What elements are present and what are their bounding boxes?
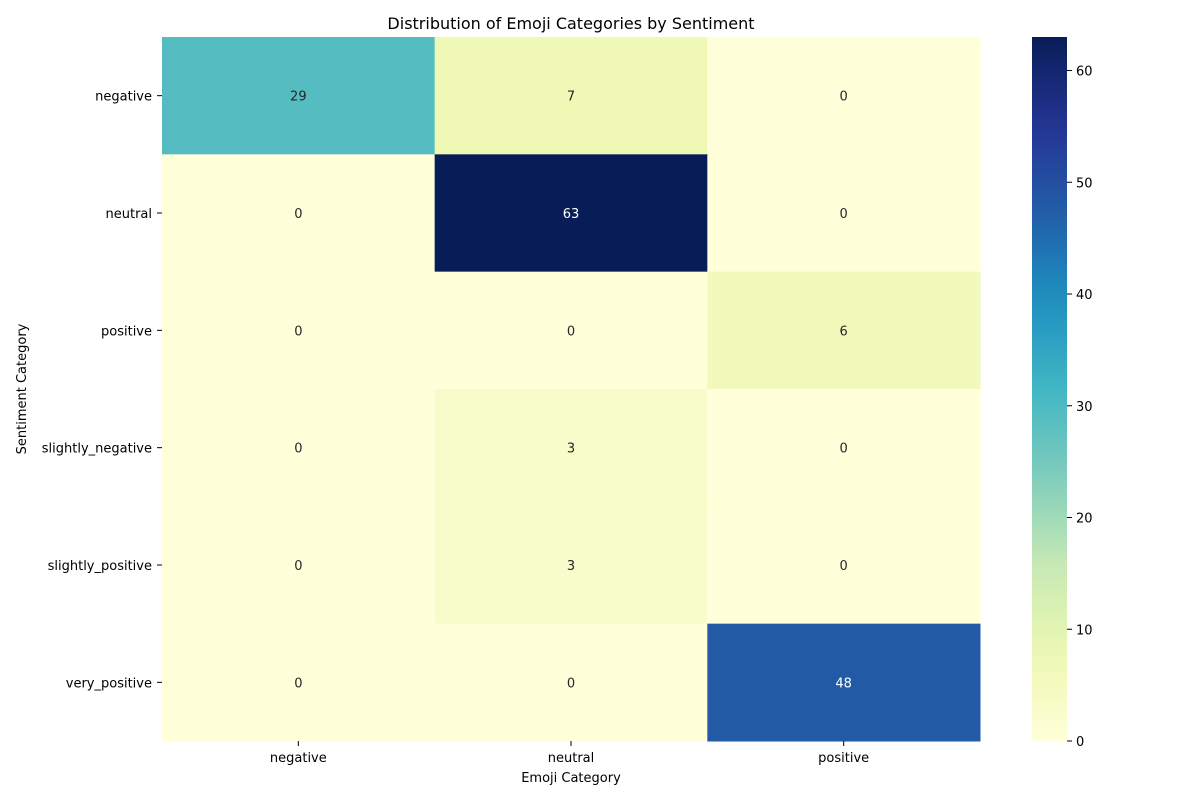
cell-value-label: 6 xyxy=(840,324,848,339)
cell-annotations: 29 7 0 0 63 0 0 0 6 0 3 0 0 3 0 0 0 48 xyxy=(290,90,852,692)
cell-value-label: 48 xyxy=(835,676,852,691)
x-axis-ticks: negative neutral positive xyxy=(270,741,869,766)
heatmap-cell xyxy=(434,389,708,507)
heatmap-cell xyxy=(162,37,436,155)
colorbar-tick-label: 50 xyxy=(1076,176,1093,191)
heatmap-cell xyxy=(707,271,981,390)
cell-value-label: 0 xyxy=(840,442,848,457)
cell-value-label: 0 xyxy=(840,559,848,574)
cell-value-label: 0 xyxy=(294,207,302,222)
heatmap-cell xyxy=(707,389,981,507)
y-tick-label: positive xyxy=(101,324,152,339)
cell-value-label: 0 xyxy=(567,324,575,339)
cell-value-label: 0 xyxy=(294,442,302,457)
colorbar-tick-label: 40 xyxy=(1076,288,1093,303)
cell-value-label: 0 xyxy=(294,559,302,574)
colorbar xyxy=(1032,37,1067,741)
x-tick-label: negative xyxy=(270,751,327,766)
colorbar-tick-label: 60 xyxy=(1076,65,1093,80)
heatmap-cell xyxy=(434,154,708,273)
cell-value-label: 7 xyxy=(567,90,575,105)
y-tick-label: slightly_positive xyxy=(48,559,152,574)
colorbar-tick-label: 10 xyxy=(1076,623,1093,638)
y-tick-label: neutral xyxy=(106,207,153,222)
colorbar-tick-label: 20 xyxy=(1076,512,1093,527)
cell-value-label: 0 xyxy=(840,207,848,222)
colorbar-tick-label: 30 xyxy=(1076,400,1093,415)
cell-value-label: 0 xyxy=(567,676,575,691)
cell-value-label: 3 xyxy=(567,442,575,457)
heatmap-cell xyxy=(162,623,436,742)
heatmap-cell xyxy=(162,389,436,507)
y-tick-label: very_positive xyxy=(66,676,152,691)
cell-value-label: 0 xyxy=(294,324,302,339)
cell-value-label: 63 xyxy=(563,207,580,222)
x-tick-label: neutral xyxy=(548,751,595,766)
y-axis-ticks: negative neutral positive slightly_negative… xyxy=(42,90,162,691)
heatmap-cell xyxy=(162,271,436,390)
colorbar-tick-label: 0 xyxy=(1076,735,1084,750)
chart-title: Distribution of Emoji Categories by Sent… xyxy=(387,14,754,33)
x-axis-label: Emoji Category xyxy=(521,771,621,786)
colorbar-ticks: 0 10 20 30 40 50 60 xyxy=(1067,65,1093,750)
heatmap-cell xyxy=(434,623,708,742)
heatmap-cell xyxy=(434,37,708,155)
cell-value-label: 29 xyxy=(290,90,307,105)
heatmap-cell xyxy=(434,271,708,390)
x-tick-label: positive xyxy=(818,751,869,766)
heatmap-cell xyxy=(162,154,436,273)
y-tick-label: slightly_negative xyxy=(42,442,152,457)
heatmap-cells xyxy=(162,37,981,742)
y-tick-label: negative xyxy=(95,90,152,105)
heatmap-cell xyxy=(707,37,981,155)
heatmap-cell xyxy=(162,506,436,625)
cell-value-label: 0 xyxy=(840,90,848,105)
y-axis-label: Sentiment Category xyxy=(15,323,30,454)
heatmap-cell xyxy=(707,154,981,273)
heatmap-cell xyxy=(707,506,981,625)
heatmap-cell xyxy=(434,506,708,625)
heatmap-cell xyxy=(707,623,981,742)
cell-value-label: 3 xyxy=(567,559,575,574)
cell-value-label: 0 xyxy=(294,676,302,691)
